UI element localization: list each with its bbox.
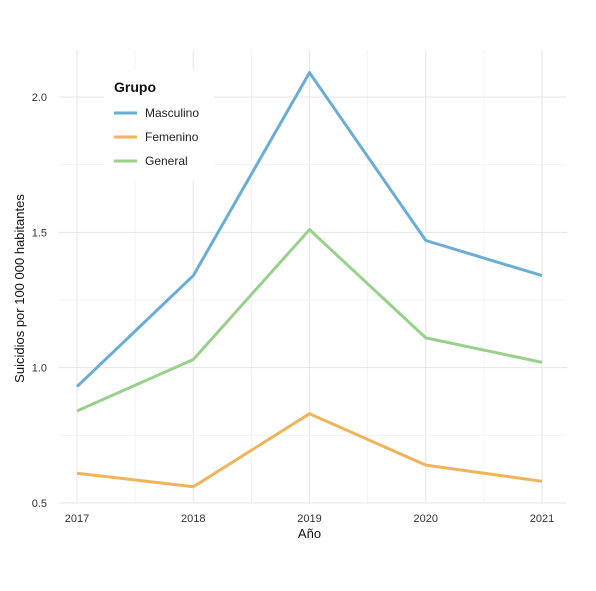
x-axis-title: Año xyxy=(298,526,321,541)
x-axis-ticks: 2017 2018 2019 2020 2021 xyxy=(65,513,554,525)
legend-title: Grupo xyxy=(114,79,156,95)
y-tick-label: 1.0 xyxy=(32,363,47,375)
legend-items: Masculino Femenino General xyxy=(114,106,199,168)
x-tick-label: 2019 xyxy=(297,513,321,525)
x-tick-label: 2018 xyxy=(181,513,205,525)
series-line-femenino xyxy=(76,412,543,489)
x-tick-label: 2021 xyxy=(530,513,554,525)
y-axis-title: Suicidios por 100 000 habitantes xyxy=(12,194,27,383)
legend-label-femenino: Femenino xyxy=(145,130,199,144)
legend-label-general: General xyxy=(145,154,188,168)
legend-label-masculino: Masculino xyxy=(145,106,199,120)
y-tick-label: 0.5 xyxy=(32,498,47,510)
y-tick-label: 2.0 xyxy=(32,92,47,104)
series-line-general xyxy=(76,228,543,413)
series-lines xyxy=(75,71,543,489)
series-line-masculino xyxy=(75,71,543,388)
legend: Grupo Masculino Femenino General xyxy=(104,70,214,180)
x-tick-label: 2017 xyxy=(65,513,89,525)
x-tick-label: 2020 xyxy=(414,513,438,525)
y-axis-ticks: 0.5 1.0 1.5 2.0 xyxy=(32,92,47,510)
y-tick-label: 1.5 xyxy=(32,227,47,239)
